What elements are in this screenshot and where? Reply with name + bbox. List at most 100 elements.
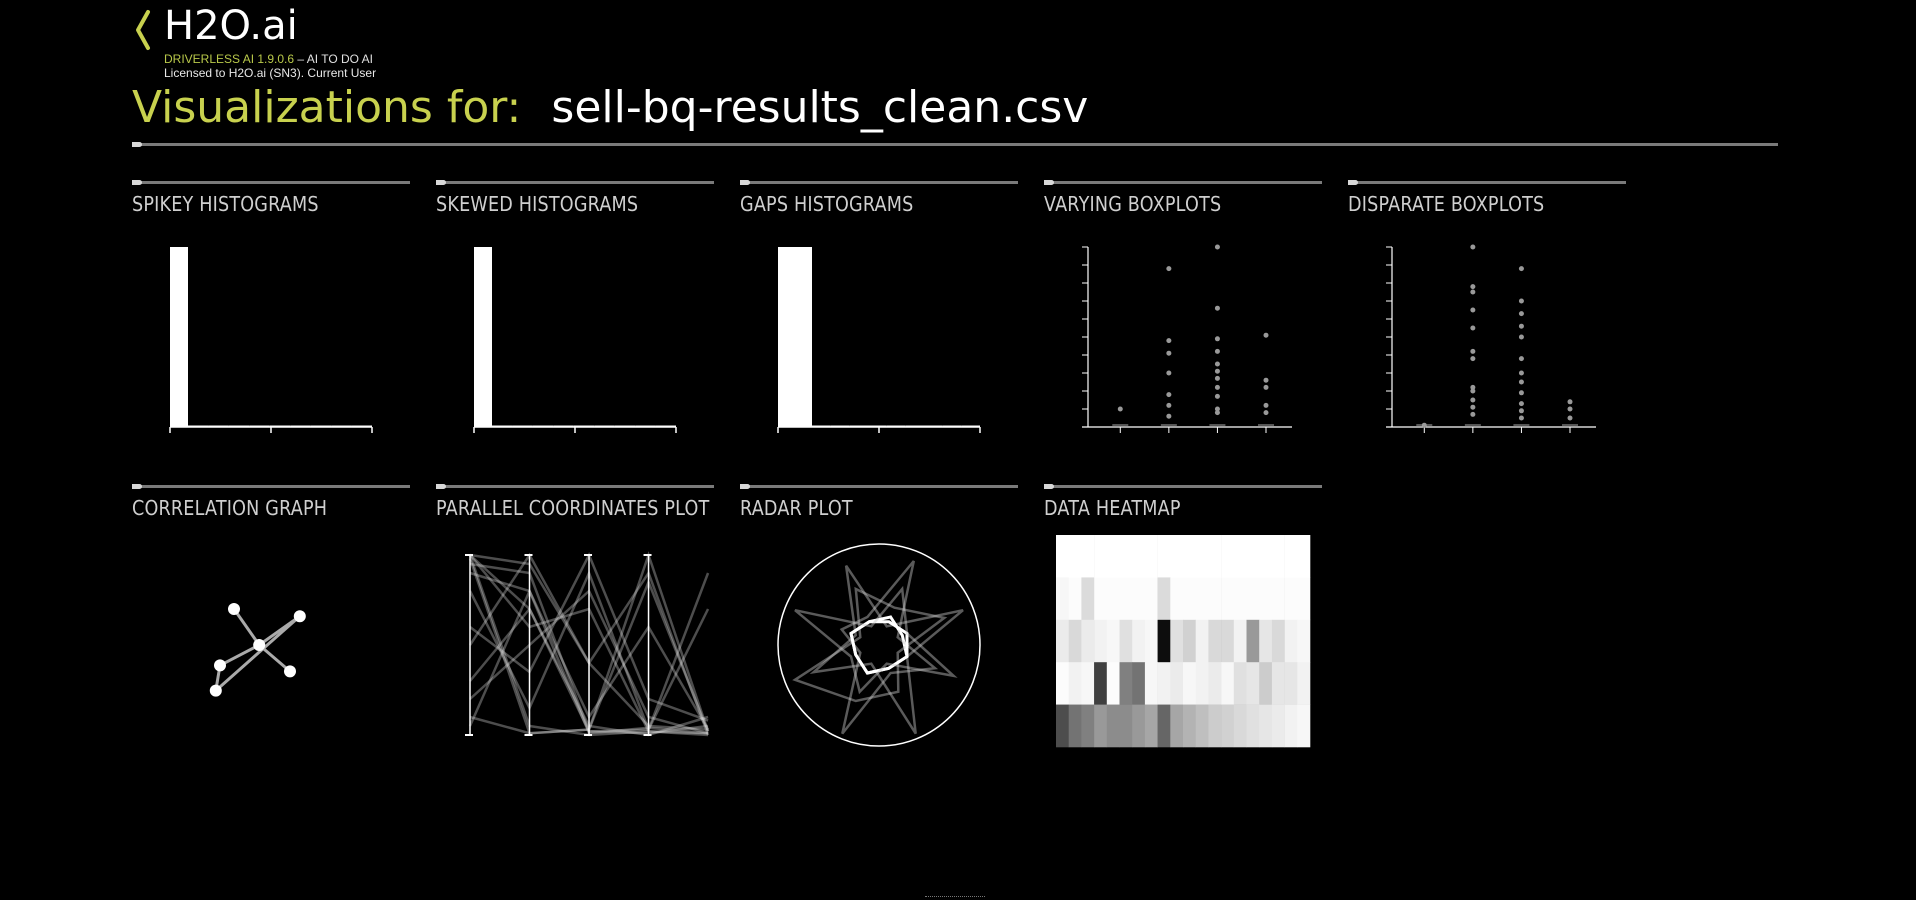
radar-plot-chart (777, 543, 981, 747)
heatmap-cell (1106, 704, 1120, 748)
heatmap-cell (1056, 619, 1069, 663)
back-button[interactable] (132, 6, 156, 54)
graph-node (284, 665, 296, 678)
histogram-bar (170, 247, 188, 427)
outlier-point (1518, 334, 1524, 340)
card-rule (436, 484, 714, 489)
heatmap-cell (1284, 704, 1298, 748)
page-title: Visualizations for: sell-bq-results_clean… (132, 80, 1088, 136)
skewed-histogram-chart (473, 247, 677, 433)
outlier-point (1214, 406, 1220, 412)
outlier-point (1518, 356, 1524, 362)
heatmap-cell (1144, 619, 1158, 663)
outlier-point (1470, 244, 1476, 250)
heatmap-cell (1081, 577, 1095, 621)
outlier-point (1263, 410, 1269, 416)
heatmap-cell (1094, 704, 1108, 748)
heatmap-cell (1183, 619, 1196, 663)
outlier-point (1166, 350, 1172, 356)
card-correlation-graph[interactable]: CORRELATION GRAPH (132, 484, 410, 770)
histogram-bar (778, 247, 812, 427)
heatmap-cell (1157, 662, 1171, 705)
heatmap-cell (1106, 535, 1120, 578)
heatmap-cell (1157, 619, 1171, 663)
graph-node (214, 659, 226, 672)
heatmap-cell (1221, 577, 1235, 621)
card-data-heatmap[interactable]: DATA HEATMAP (1044, 484, 1322, 770)
outlier-point (1166, 370, 1172, 376)
outlier-point (1518, 390, 1524, 396)
heatmap-cell (1068, 577, 1082, 621)
heatmap-cell (1056, 662, 1069, 705)
heatmap-cell (1106, 619, 1120, 663)
outlier-point (1470, 348, 1476, 354)
dataset-name: sell-bq-results_clean.csv (551, 82, 1089, 133)
card-rule (1044, 484, 1322, 489)
tagline: – AI TO DO AI (297, 52, 374, 66)
heatmap-cell (1284, 662, 1298, 705)
heatmap-cell (1246, 577, 1260, 621)
card-varying-boxplots[interactable]: VARYING BOXPLOTS (1044, 180, 1322, 466)
heatmap-cell (1081, 662, 1095, 705)
heatmap-cell (1259, 704, 1273, 748)
heatmap-cell (1284, 619, 1298, 663)
graph-edge (219, 643, 260, 667)
outlier-point (1518, 311, 1524, 317)
parallel-coordinates-chart (465, 551, 710, 737)
card-title: GAPS HISTOGRAMS (740, 192, 914, 216)
outlier-point (1214, 244, 1220, 250)
outlier-point (1470, 384, 1476, 390)
heatmap-cell (1170, 577, 1184, 621)
outlier-point (1518, 370, 1524, 376)
heatmap-cell (1271, 662, 1285, 705)
heatmap-cell (1183, 662, 1196, 705)
heatmap-cell (1297, 704, 1311, 748)
heatmap-cell (1119, 704, 1133, 748)
visualizations-label: Visualizations for: (132, 82, 522, 133)
radar-series (794, 585, 958, 695)
heatmap-cell (1297, 577, 1311, 621)
graph-node (253, 639, 266, 651)
heatmap-cell (1221, 662, 1235, 705)
outlier-point (1567, 415, 1573, 421)
correlation-graph-chart (209, 603, 306, 697)
card-disparate-boxplots[interactable]: DISPARATE BOXPLOTS (1348, 180, 1626, 466)
graph-edge (214, 615, 301, 692)
heatmap-cell (1081, 535, 1095, 578)
card-title: PARALLEL COORDINATES PLOT (436, 496, 710, 520)
heatmap-cell (1094, 662, 1108, 705)
heatmap-cell (1297, 662, 1311, 705)
card-parallel-coordinates[interactable]: PARALLEL COORDINATES PLOT (436, 484, 714, 770)
heatmap-cell (1284, 535, 1298, 578)
heatmap-cell (1119, 577, 1133, 621)
outlier-point (1214, 393, 1220, 399)
radar-series (809, 565, 964, 735)
heatmap-cell (1259, 619, 1273, 663)
data-heatmap-chart (1056, 535, 1311, 748)
card-spikey-histograms[interactable]: SPIKEY HISTOGRAMS (132, 180, 410, 466)
heatmap-cell (1259, 535, 1273, 578)
outlier-point (1470, 404, 1476, 410)
heatmap-cell (1132, 535, 1146, 578)
card-radar-plot[interactable]: RADAR PLOT (740, 484, 1018, 770)
heatmap-cell (1233, 704, 1247, 748)
outlier-point (1518, 323, 1524, 329)
heatmap-cell (1094, 577, 1108, 621)
graph-node (293, 610, 306, 623)
heatmap-cell (1144, 704, 1158, 748)
outlier-point (1214, 368, 1220, 374)
spikey-histogram-chart (169, 247, 373, 433)
heatmap-cell (1157, 535, 1171, 578)
card-skewed-histograms[interactable]: SKEWED HISTOGRAMS (436, 180, 714, 466)
card-title: CORRELATION GRAPH (132, 496, 328, 520)
heatmap-cell (1157, 704, 1171, 748)
heatmap-cell (1157, 577, 1171, 621)
heatmap-cell (1284, 577, 1298, 621)
radar-series (849, 620, 909, 675)
outlier-point (1263, 384, 1269, 390)
heatmap-cell (1233, 535, 1247, 578)
version-line: DRIVERLESS AI 1.9.0.6 – AI TO DO AI (164, 52, 373, 66)
heatmap-cell (1132, 704, 1146, 748)
card-gaps-histograms[interactable]: GAPS HISTOGRAMS (740, 180, 1018, 466)
graph-node (209, 684, 222, 697)
